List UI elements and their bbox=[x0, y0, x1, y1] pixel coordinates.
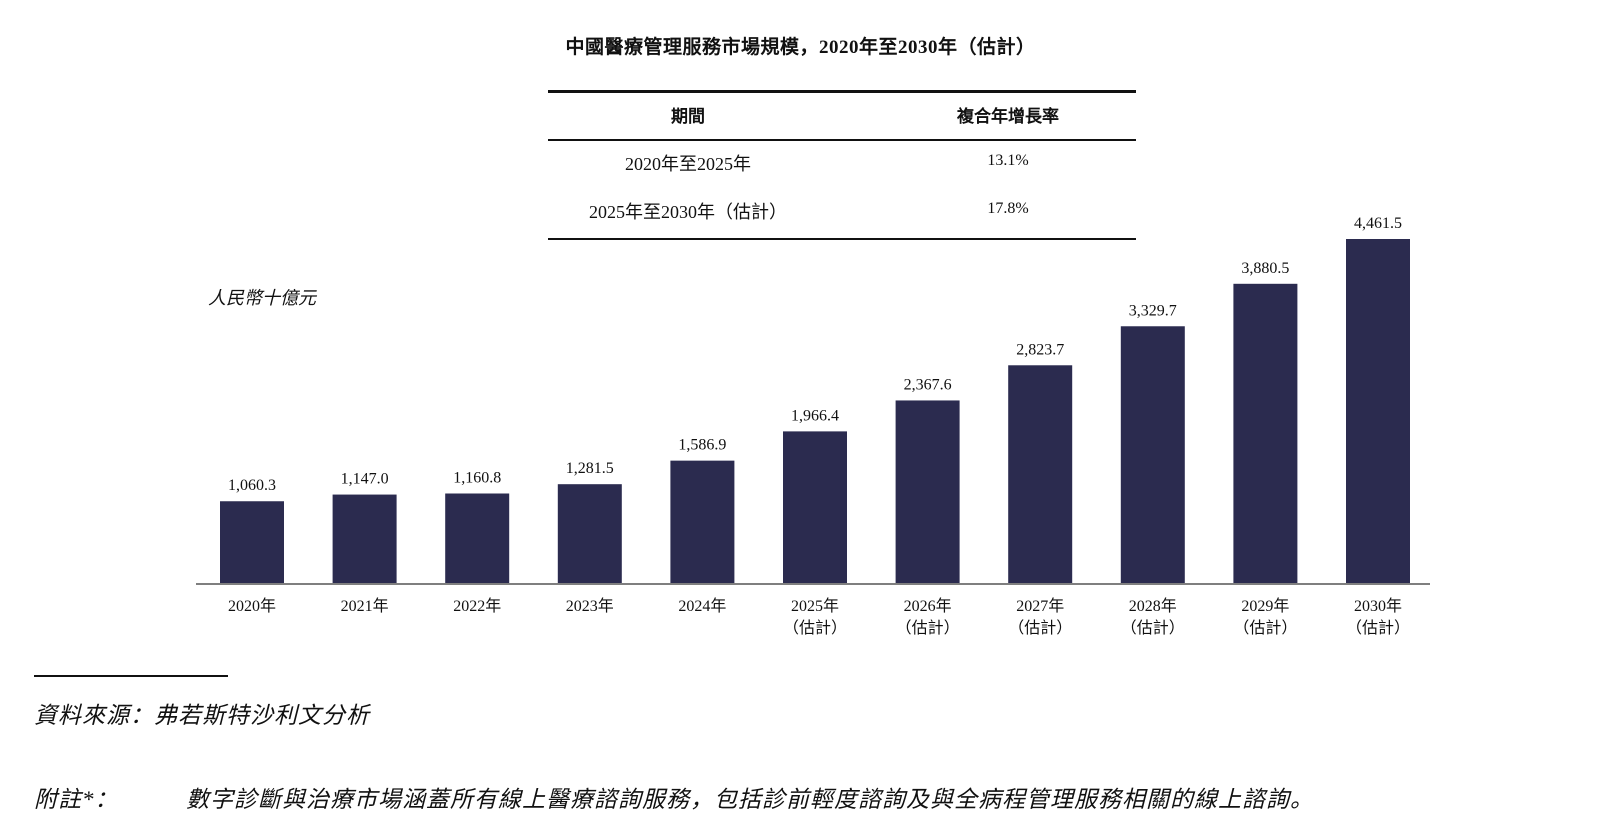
table-rule-mid bbox=[548, 139, 1136, 141]
note-text: 數字診斷與治療市場涵蓋所有線上醫療諮詢服務，包括診前輕度諮詢及與全病程管理服務相… bbox=[186, 787, 1314, 812]
value-label-2028年: 3,329.7 bbox=[1129, 302, 1177, 319]
bar-2028年 bbox=[1120, 326, 1185, 583]
bar-2020年 bbox=[220, 501, 284, 583]
x-tick-sublabel: （估計） bbox=[783, 619, 847, 637]
value-label-2022年: 1,160.8 bbox=[453, 469, 501, 486]
bar-2024年 bbox=[670, 460, 735, 583]
table-header-cagr: 複合年增長率 bbox=[957, 107, 1059, 126]
x-tick-sublabel: （估計） bbox=[1008, 619, 1072, 637]
table-rule-bottom bbox=[548, 238, 1136, 240]
x-tick-label: 2023年 bbox=[566, 597, 614, 615]
value-label-2023年: 1,281.5 bbox=[566, 460, 614, 477]
bar-2022年 bbox=[445, 493, 510, 583]
source-text: 資料來源：弗若斯特沙利文分析 bbox=[34, 703, 370, 728]
table-rule-top bbox=[548, 90, 1136, 93]
x-tick-sublabel: （估計） bbox=[1121, 619, 1185, 637]
x-tick-sublabel: （估計） bbox=[1346, 619, 1410, 637]
x-tick-sublabel: （估計） bbox=[896, 619, 960, 637]
bar-2023年 bbox=[557, 484, 622, 583]
table-row-2-cagr: 17.8% bbox=[987, 200, 1029, 217]
y-axis-unit-label: 人民幣十億元 bbox=[208, 288, 316, 308]
x-tick-label: 2030年 bbox=[1354, 597, 1402, 615]
source-divider bbox=[34, 675, 228, 677]
table-header-period: 期間 bbox=[671, 107, 705, 126]
value-label-2024年: 1,586.9 bbox=[678, 437, 726, 454]
x-tick-label: 2028年 bbox=[1129, 597, 1177, 615]
x-tick-label: 2024年 bbox=[678, 597, 726, 615]
bar-2029年 bbox=[1233, 283, 1298, 583]
bar-chart: 1,060.3 2020年 1,147.0 2021年 1,160.8 2022年 1,28… bbox=[196, 215, 1430, 637]
x-tick-sublabel: （估計） bbox=[1233, 619, 1297, 637]
chart-title: 中國醫療管理服務市場規模，2020年至2030年（估計） bbox=[565, 37, 1036, 58]
value-label-2029年: 3,880.5 bbox=[1241, 260, 1289, 277]
bar-2025年 bbox=[783, 431, 847, 583]
table-row-1-cagr: 13.1% bbox=[987, 152, 1029, 169]
x-tick-label: 2020年 bbox=[228, 597, 276, 615]
table-row-2-period: 2025年至2030年（估計） bbox=[589, 202, 787, 222]
bar-2027年 bbox=[1008, 365, 1073, 583]
value-label-2020年: 1,060.3 bbox=[228, 477, 276, 494]
table-row-1-period: 2020年至2025年 bbox=[625, 154, 751, 174]
value-label-2026年: 2,367.6 bbox=[904, 376, 952, 393]
x-tick-label: 2022年 bbox=[453, 597, 501, 615]
value-label-2021年: 1,147.0 bbox=[341, 471, 389, 488]
x-tick-label: 2026年 bbox=[904, 597, 952, 615]
bar-2026年 bbox=[895, 400, 960, 583]
x-tick-label: 2025年 bbox=[791, 597, 839, 615]
value-label-2025年: 1,966.4 bbox=[791, 407, 839, 424]
bar-2021年 bbox=[332, 494, 397, 583]
x-tick-label: 2027年 bbox=[1016, 597, 1064, 615]
note-label: 附註*： bbox=[34, 787, 119, 812]
x-tick-label: 2021年 bbox=[341, 597, 389, 615]
x-tick-label: 2029年 bbox=[1241, 597, 1289, 615]
value-label-2027年: 2,823.7 bbox=[1016, 341, 1064, 358]
value-label-2030年: 4,461.5 bbox=[1354, 215, 1402, 232]
bar-2030年 bbox=[1346, 239, 1410, 583]
